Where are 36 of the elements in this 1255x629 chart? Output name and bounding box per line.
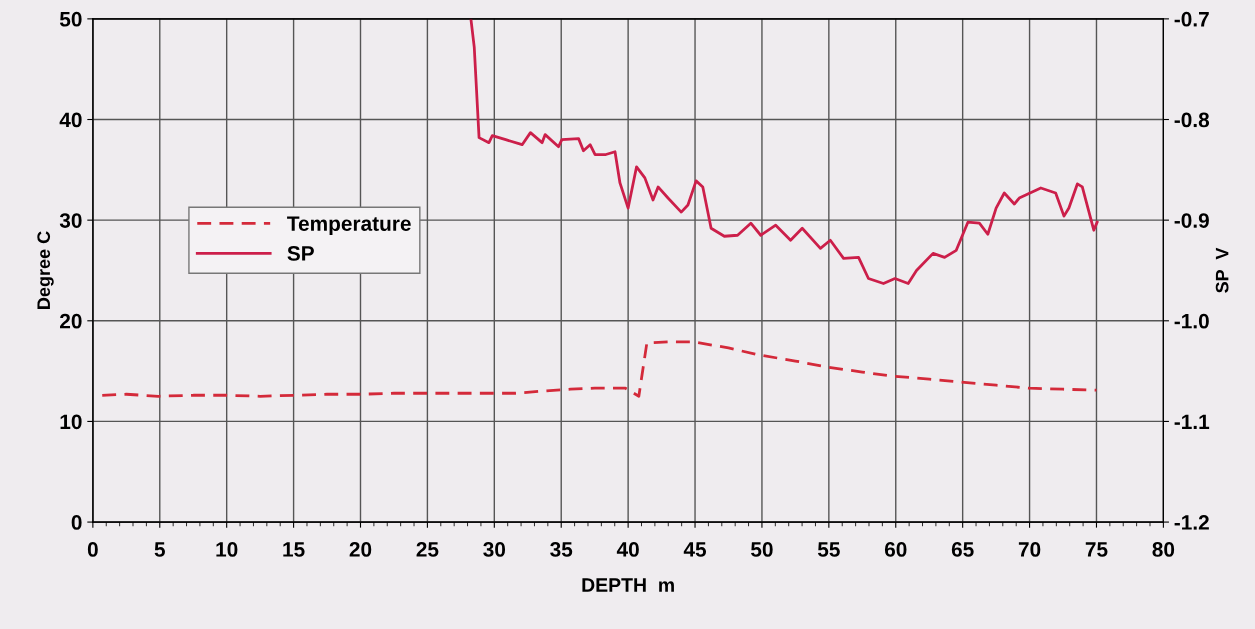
y2-axis-title: SP V [1215, 247, 1229, 293]
x-tick-label: 25 [416, 542, 439, 557]
y-tick-label: 20 [60, 313, 82, 329]
legend-label: Temperature [287, 216, 411, 236]
x-tick-label: 35 [550, 542, 573, 557]
legend-label: SP [287, 246, 314, 261]
y2-tick-label: -1.2 [1174, 515, 1209, 530]
y-tick-label: 30 [59, 213, 82, 228]
y2-tick-label: -1.1 [1174, 414, 1210, 429]
y-tick-label: 40 [59, 112, 82, 128]
x-axis-title: DEPTH m [582, 578, 674, 592]
y2-tick-label: -0.8 [1174, 112, 1210, 128]
y-tick-label: 50 [59, 11, 82, 27]
line-series [100, 340, 1098, 398]
x-tick-label: 70 [1018, 542, 1041, 557]
x-tick-label: 20 [349, 542, 372, 557]
x-tick-label: 10 [216, 542, 238, 557]
x-tick-label: 50 [751, 542, 773, 557]
line-series [469, 18, 1099, 285]
x-tick-label: 55 [817, 542, 840, 557]
x-tick-label: 65 [951, 542, 974, 557]
x-tick-label: 15 [283, 542, 305, 557]
x-tick-label: 0 [87, 542, 98, 557]
x-tick-label: 75 [1085, 542, 1108, 557]
y-axis-title: Degree C [37, 231, 54, 309]
x-tick-label: 30 [483, 542, 506, 557]
y2-tick-label: -0.7 [1174, 11, 1209, 27]
x-tick-label: 60 [884, 542, 907, 557]
y2-tick-label: -1.0 [1174, 313, 1209, 329]
y2-tick-label: -0.9 [1174, 213, 1209, 228]
x-tick-label: 5 [154, 542, 165, 557]
x-tick-label: 80 [1152, 542, 1175, 557]
y-tick-label: 0 [71, 515, 82, 530]
x-tick-label: 45 [683, 542, 707, 557]
x-tick-label: 40 [616, 542, 639, 557]
y-tick-label: 10 [60, 414, 82, 430]
